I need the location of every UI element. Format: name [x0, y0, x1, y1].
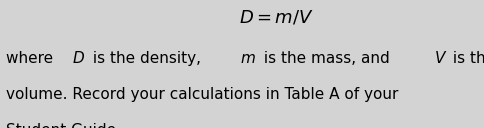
Text: is the: is the [447, 51, 484, 66]
Text: V: V [434, 51, 444, 66]
Text: $D = m/V$: $D = m/V$ [239, 9, 313, 27]
Text: where: where [6, 51, 58, 66]
Text: D: D [73, 51, 85, 66]
Text: volume. Record your calculations in Table A of your: volume. Record your calculations in Tabl… [6, 87, 397, 102]
Text: is the mass, and: is the mass, and [259, 51, 394, 66]
Text: m: m [240, 51, 255, 66]
Text: is the density,: is the density, [88, 51, 206, 66]
Text: Student Guide.: Student Guide. [6, 123, 121, 128]
